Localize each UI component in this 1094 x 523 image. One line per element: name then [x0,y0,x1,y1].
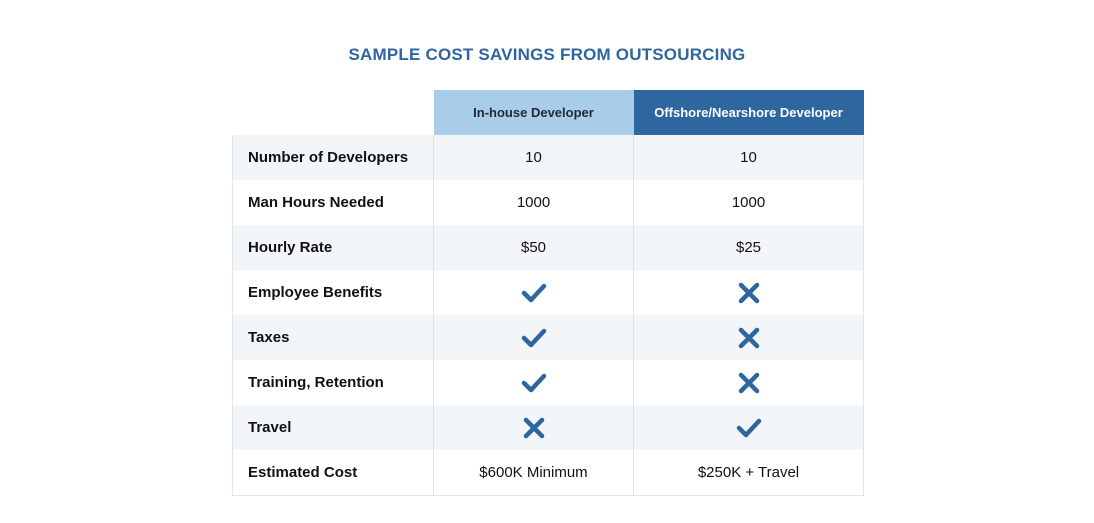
row-label: Estimated Cost [232,450,434,496]
offshore-value-cell [633,270,864,315]
cost-comparison-table: In-house Developer Offshore/Nearshore De… [232,90,864,496]
offshore-value-cell: $25 [633,225,864,270]
inhouse-value-cell [433,315,634,360]
inhouse-value-cell [433,270,634,315]
inhouse-value-cell: 10 [433,135,634,180]
row-label: Taxes [232,315,434,360]
offshore-value-cell: 10 [633,135,864,180]
offshore-value-cell [633,360,864,405]
check-icon [736,417,762,439]
table-row-man-hours-needed: Man Hours Needed 1000 1000 [232,180,864,225]
chart-title: SAMPLE COST SAVINGS FROM OUTSOURCING [348,45,746,64]
offshore-value-cell [633,405,864,450]
inhouse-value-cell: $600K Minimum [433,450,634,496]
table-row-travel: Travel [232,405,864,450]
table-row-taxes: Taxes [232,315,864,360]
cross-icon [736,282,762,304]
row-label: Hourly Rate [232,225,434,270]
cross-icon [521,417,547,439]
offshore-value-cell: $250K + Travel [633,450,864,496]
offshore-value-cell: 1000 [633,180,864,225]
row-label: Man Hours Needed [232,180,434,225]
header-row: In-house Developer Offshore/Nearshore De… [232,90,864,135]
table-row-hourly-rate: Hourly Rate $50 $25 [232,225,864,270]
header-inhouse-developer: In-house Developer [433,90,634,135]
check-icon [521,372,547,394]
check-icon [521,327,547,349]
row-label: Employee Benefits [232,270,434,315]
table-row-employee-benefits: Employee Benefits [232,270,864,315]
inhouse-value-cell: 1000 [433,180,634,225]
table-row-estimated-cost: Estimated Cost $600K Minimum $250K + Trave… [232,450,864,496]
table-row-training-retention: Training, Retention [232,360,864,405]
row-label: Training, Retention [232,360,434,405]
header-offshore-developer: Offshore/Nearshore Developer [633,90,864,135]
table-row-number-of-developers: Number of Developers 10 10 [232,135,864,180]
inhouse-value-cell: $50 [433,225,634,270]
table-body: Number of Developers 10 10 Man Hours Needed… [232,135,864,496]
offshore-value-cell [633,315,864,360]
cross-icon [736,327,762,349]
inhouse-value-cell [433,405,634,450]
check-icon [521,282,547,304]
inhouse-value-cell [433,360,634,405]
cross-icon [736,372,762,394]
header-empty-cell [232,90,434,135]
row-label: Travel [232,405,434,450]
row-label: Number of Developers [232,135,434,180]
